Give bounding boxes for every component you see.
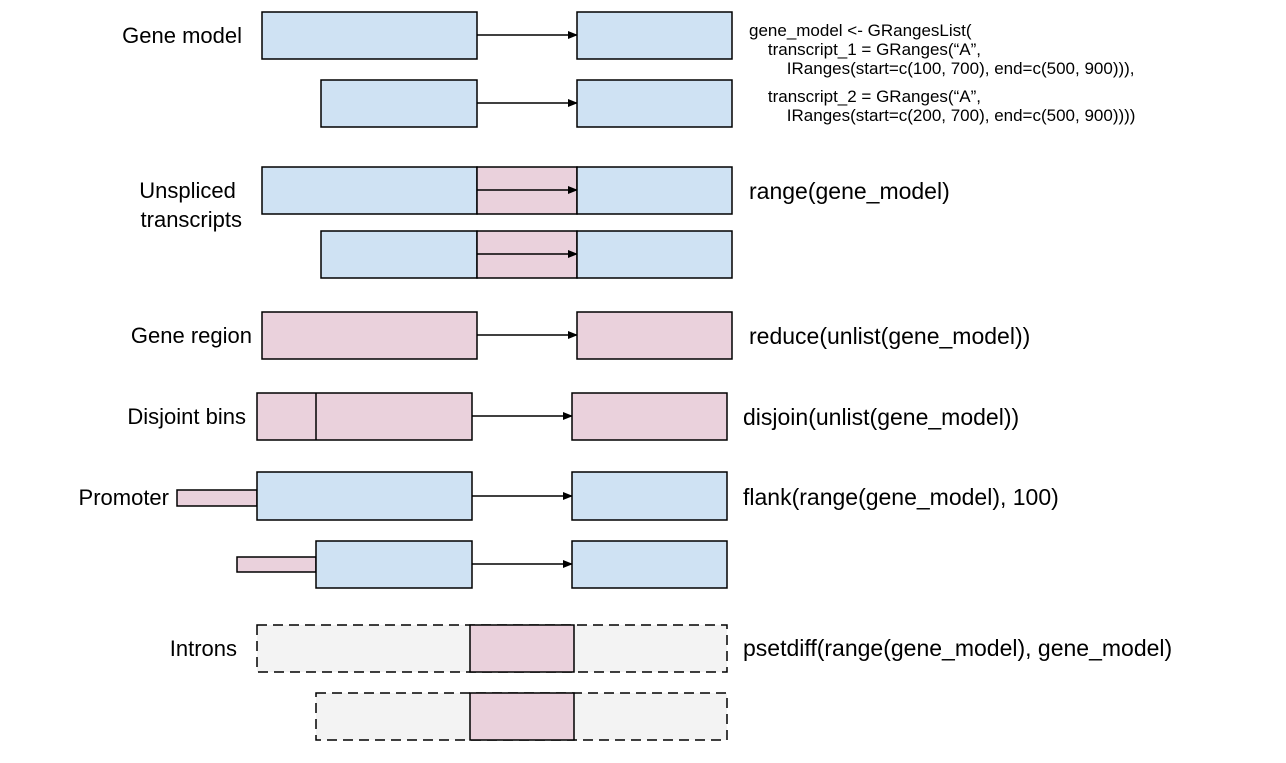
row-label-line: transcripts (141, 207, 242, 232)
code-psetdiff: psetdiff(range(gene_model), gene_model) (743, 635, 1172, 661)
row-gene-model: Gene model gene_model <- GRangesList( tr… (122, 11, 1135, 128)
exon-block (256, 471, 473, 521)
exon-block (315, 540, 473, 589)
promoter-flank (236, 556, 317, 573)
disjoint-bin-block (256, 392, 473, 441)
transcript-2-exon-2 (576, 79, 733, 128)
exon-block (576, 230, 733, 279)
row-label-line: Unspliced (139, 178, 236, 203)
code-range: range(gene_model) (749, 178, 950, 204)
transcript-2-exon-1 (320, 79, 478, 128)
code-line: transcript_1 = GRanges(“A”, (749, 40, 981, 59)
code-line: IRanges(start=c(200, 700), end=c(500, 90… (749, 106, 1135, 125)
code-line: IRanges(start=c(100, 700), end=c(500, 90… (749, 59, 1135, 78)
reduced-block (261, 311, 478, 360)
code-disjoin: disjoin(unlist(gene_model)) (743, 404, 1019, 430)
exon-block (320, 230, 478, 279)
row-introns: Introns psetdiff(range(gene_model), gene… (170, 624, 1172, 741)
exon-block (576, 166, 733, 215)
row-label-gene-model: Gene model (122, 23, 242, 48)
gene-model-code: gene_model <- GRangesList( transcript_1 … (749, 21, 1135, 125)
row-label-gene-region: Gene region (131, 323, 252, 348)
row-disjoint-bins: Disjoint bins disjoin(unlist(gene_model)… (127, 392, 1019, 441)
intron-block (469, 624, 575, 673)
code-line: transcript_2 = GRanges(“A”, (749, 87, 981, 106)
row-label-disjoint-bins: Disjoint bins (127, 404, 246, 429)
disjoint-bin-block (571, 392, 728, 441)
row-label-unspliced-transcripts: Unspliced transcripts (139, 178, 242, 232)
row-label-promoter: Promoter (79, 485, 169, 510)
row-label-introns: Introns (170, 636, 237, 661)
exon-block (571, 471, 728, 521)
code-line: gene_model <- GRangesList( (749, 21, 972, 40)
exon-block (571, 540, 728, 589)
row-unspliced-transcripts: Unspliced transcripts range(gene_model) (139, 166, 950, 279)
exon-block (261, 166, 478, 215)
transcript-1-exon-1 (261, 11, 478, 60)
promoter-flank (176, 489, 258, 507)
row-gene-region: Gene region reduce(unlist(gene_model)) (131, 311, 1030, 360)
row-promoter: Promoter flank(range(gene_model), 100) (79, 471, 1059, 589)
code-flank: flank(range(gene_model), 100) (743, 484, 1059, 510)
reduced-block (576, 311, 733, 360)
code-reduce: reduce(unlist(gene_model)) (749, 323, 1030, 349)
transcript-1-exon-2 (576, 11, 733, 60)
intron-block (469, 692, 575, 741)
